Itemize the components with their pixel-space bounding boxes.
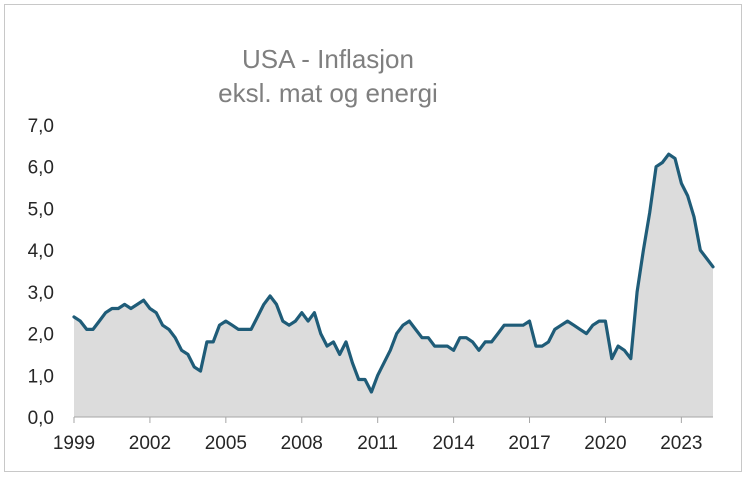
y-tick-label: 4,0 — [28, 241, 54, 262]
x-tick-label: 2008 — [281, 433, 323, 454]
series-line — [72, 152, 715, 394]
plot-area: 0,0 1,0 2,0 3,0 4,0 5,0 6,0 7,0 1999 2002 2005 2008… — [28, 116, 715, 454]
y-tick-label: 6,0 — [28, 158, 54, 179]
y-tick-label: 2,0 — [28, 325, 54, 346]
y-tick-label: 1,0 — [28, 366, 54, 387]
y-tick-label: 3,0 — [28, 283, 54, 304]
chart-title: USA - Inflasjon — [242, 44, 414, 74]
x-tick-label: 1999 — [53, 433, 95, 454]
x-tick-label: 2011 — [357, 433, 398, 454]
y-tick-label: 5,0 — [28, 199, 54, 220]
y-tick-label: 0,0 — [28, 408, 54, 429]
chart-subtitle: eksl. mat og energi — [218, 78, 438, 108]
x-tick-label: 2014 — [432, 433, 475, 454]
x-tick-label: 2002 — [129, 433, 171, 454]
x-tick-label: 2023 — [660, 433, 702, 454]
x-tick-label: 2017 — [508, 433, 550, 454]
x-tick-label: 2005 — [205, 433, 247, 454]
y-tick-label: 7,0 — [28, 116, 54, 137]
series-area — [74, 154, 713, 417]
x-tick-label: 2020 — [584, 433, 626, 454]
